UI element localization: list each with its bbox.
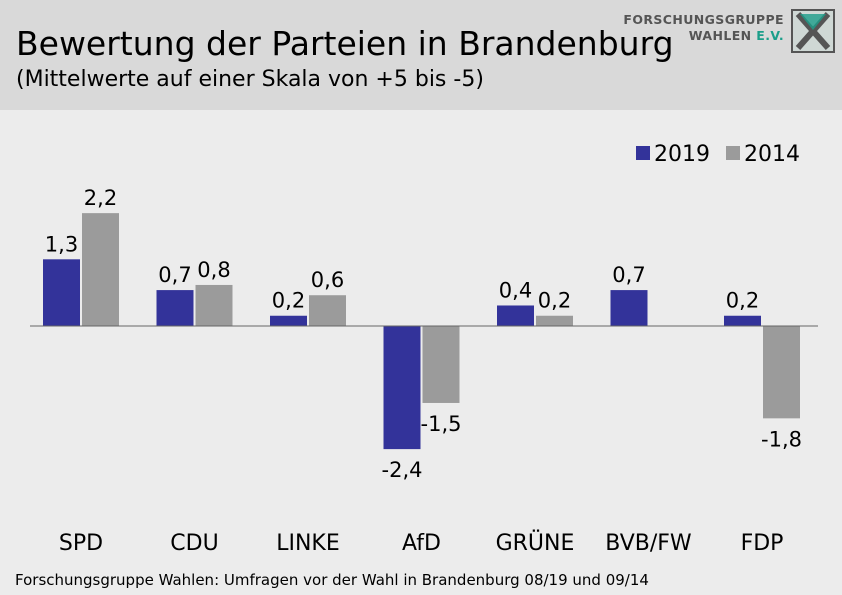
- category-label: BVB/FW: [605, 531, 692, 556]
- logo-line2-suffix: E.V.: [756, 28, 784, 43]
- x-logo-icon: [791, 9, 835, 53]
- source-note: Forschungsgruppe Wahlen: Umfragen vor de…: [15, 571, 649, 589]
- bar-2014-linke: [309, 295, 346, 326]
- data-label-2019-linke: 0,2: [272, 289, 305, 313]
- category-label: CDU: [170, 531, 218, 556]
- bar-2019-cdu: [156, 290, 194, 326]
- legend-label-2014: 2014: [744, 142, 800, 167]
- data-label-2014-grüne: 0,2: [538, 289, 571, 313]
- chart-category-labels: SPD CDU LINKE AfD GRÜNE BVB/FW FDP: [59, 530, 784, 556]
- data-label-2019-fdp: 0,2: [726, 289, 759, 313]
- logo-line1: FORSCHUNGSGRUPPE: [623, 12, 784, 27]
- legend-swatch-2019: [636, 146, 650, 160]
- category-label: LINKE: [276, 531, 340, 556]
- bar-2019-linke: [270, 315, 307, 326]
- data-label-2014-cdu: 0,8: [197, 258, 230, 282]
- category-label: AfD: [402, 531, 441, 556]
- page-subtitle: (Mittelwerte auf einer Skala von +5 bis …: [16, 67, 484, 92]
- data-label-2019-bvbfw: 0,7: [612, 263, 645, 287]
- bar-2014-grüne: [536, 315, 573, 326]
- category-label: SPD: [59, 531, 103, 556]
- logo-line2: WAHLEN E.V.: [689, 28, 784, 43]
- logo: FORSCHUNGSGRUPPE WAHLEN E.V.: [623, 8, 836, 54]
- legend-swatch-2014: [726, 146, 740, 160]
- chart-legend: 2019 2014: [636, 142, 800, 167]
- bar-2019-afd: [383, 326, 421, 450]
- data-label-2014-fdp: -1,8: [761, 427, 802, 451]
- header-band: Bewertung der Parteien in Brandenburg (M…: [0, 0, 842, 110]
- chart-bars: [43, 213, 800, 450]
- bar-2019-fdp: [724, 315, 761, 326]
- category-label: GRÜNE: [496, 530, 575, 556]
- page-title: Bewertung der Parteien in Brandenburg: [16, 24, 674, 63]
- data-label-2019-spd: 1,3: [45, 232, 78, 256]
- data-label-2014-spd: 2,2: [84, 186, 117, 210]
- bar-2014-afd: [422, 326, 460, 403]
- category-label: FDP: [741, 531, 784, 556]
- bar-2019-bvbfw: [610, 290, 648, 326]
- bar-2014-fdp: [763, 326, 800, 419]
- bar-2019-grüne: [497, 305, 534, 326]
- chart-data-labels: 1,32,20,7 0,80,20,6-2,4-1,50,4 0,20,70,2-1…: [45, 186, 802, 482]
- data-label-2014-afd: -1,5: [421, 412, 462, 436]
- bar-2014-cdu: [195, 284, 233, 326]
- bar-chart: 2019 2014 1,32,20,7 0,80,20,6-2,4-1,50,4 0,…: [30, 142, 818, 556]
- bar-2014-spd: [82, 213, 119, 326]
- data-label-2019-cdu: 0,7: [158, 263, 191, 287]
- data-label-2019-afd: -2,4: [382, 458, 423, 482]
- legend-label-2019: 2019: [654, 142, 710, 167]
- bar-2019-spd: [43, 259, 80, 326]
- data-label-2014-linke: 0,6: [311, 268, 344, 292]
- logo-line2-text: WAHLEN: [688, 28, 752, 43]
- data-label-2019-grüne: 0,4: [499, 278, 532, 302]
